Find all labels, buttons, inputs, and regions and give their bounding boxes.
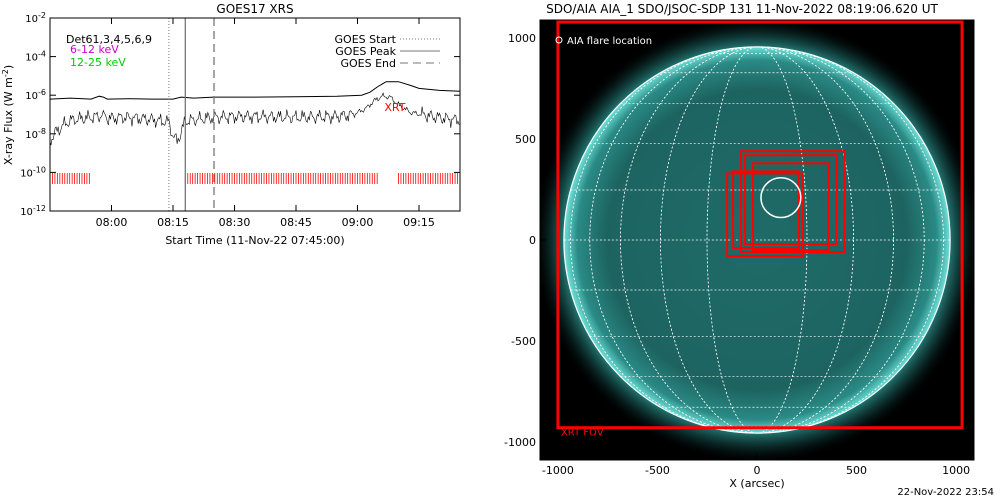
legend-goes-start: GOES Start [335, 33, 397, 46]
legend-goes-peak: GOES Peak [335, 45, 396, 58]
aia-legend-text: AIA flare location [567, 36, 652, 47]
grid-longitude-line [570, 46, 944, 434]
goes-xtick-label: 09:15 [403, 216, 435, 229]
goes-xtick-label: 08:30 [219, 216, 251, 229]
goes-series-line-0 [49, 81, 461, 100]
aia-solar-image: SDO/AIA AIA_1 SDO/JSOC-SDP 131 11-Nov-20… [504, 2, 975, 490]
xrt-pointing-box [752, 162, 830, 252]
footer-timestamp: 22-Nov-2022 23:54 [897, 487, 994, 498]
goes-xtick-label: 09:00 [342, 216, 374, 229]
xrt-pointing-box [740, 150, 846, 254]
aia-xtick-label: 0 [754, 464, 761, 477]
xrt-fov-label: XRT FOV [561, 428, 604, 439]
goes-band-label-1: 6-12 keV [70, 43, 119, 56]
goes-plot-frame [49, 17, 461, 212]
goes-xrs-chart: GOES17 XRS 08:00 08:15 08:30 08:45 09:00 09:1… [1, 2, 461, 247]
goes-legend: GOES Start GOES Peak GOES End [335, 33, 440, 70]
goes-xtick-label: 08:00 [96, 216, 128, 229]
aia-ytick-label: -1000 [504, 436, 536, 449]
goes-ytick-label: 10-6 [25, 88, 46, 102]
aia-xlabel: X (arcsec) [729, 477, 784, 490]
aia-xtick-label: 1000 [942, 464, 970, 477]
goes-ytick-label: 10-4 [25, 50, 46, 64]
goes-ytick-label: 10-12 [20, 204, 46, 218]
aia-xtick-label: -500 [645, 464, 670, 477]
goes-ytick-label: 10-10 [20, 165, 46, 179]
legend-goes-end: GOES End [340, 57, 396, 70]
aia-ytick-label: 0 [529, 234, 536, 247]
goes-ytick-label: 10-8 [25, 127, 46, 141]
goes-xtick-label: 08:15 [157, 216, 189, 229]
goes-series-line-1 [49, 92, 461, 146]
xrt-pointing-box [744, 154, 838, 246]
goes-xtick-label: 08:45 [280, 216, 312, 229]
goes-xrt-annotation: XRT [384, 101, 405, 114]
aia-title: SDO/AIA AIA_1 SDO/JSOC-SDP 131 11-Nov-20… [546, 2, 938, 16]
xrt-fov-box [556, 20, 964, 430]
aia-xtick-label: -1000 [542, 464, 574, 477]
aia-flare-location-circle [760, 176, 802, 219]
goes-xlabel: Start Time (11-Nov-22 07:45:00) [165, 234, 344, 247]
aia-ytick-label: 500 [515, 133, 536, 146]
goes-ytick-label: 10-2 [25, 11, 46, 25]
aia-ytick-label: 1000 [508, 32, 536, 45]
goes-header-text: Det61,3,4,5,6,9 [66, 33, 152, 46]
goes-ylabel: X-ray Flux (W m-2) [1, 65, 15, 165]
goes-band-label-2: 12-25 keV [70, 56, 126, 69]
aia-xtick-label: 500 [846, 464, 867, 477]
solar-limb [563, 46, 951, 434]
goes-title: GOES17 XRS [216, 2, 293, 16]
xrt-pointing-box [726, 172, 804, 258]
xrt-pointing-box [732, 170, 800, 250]
aia-legend-marker [555, 36, 563, 44]
aia-ytick-label: -500 [511, 335, 536, 348]
